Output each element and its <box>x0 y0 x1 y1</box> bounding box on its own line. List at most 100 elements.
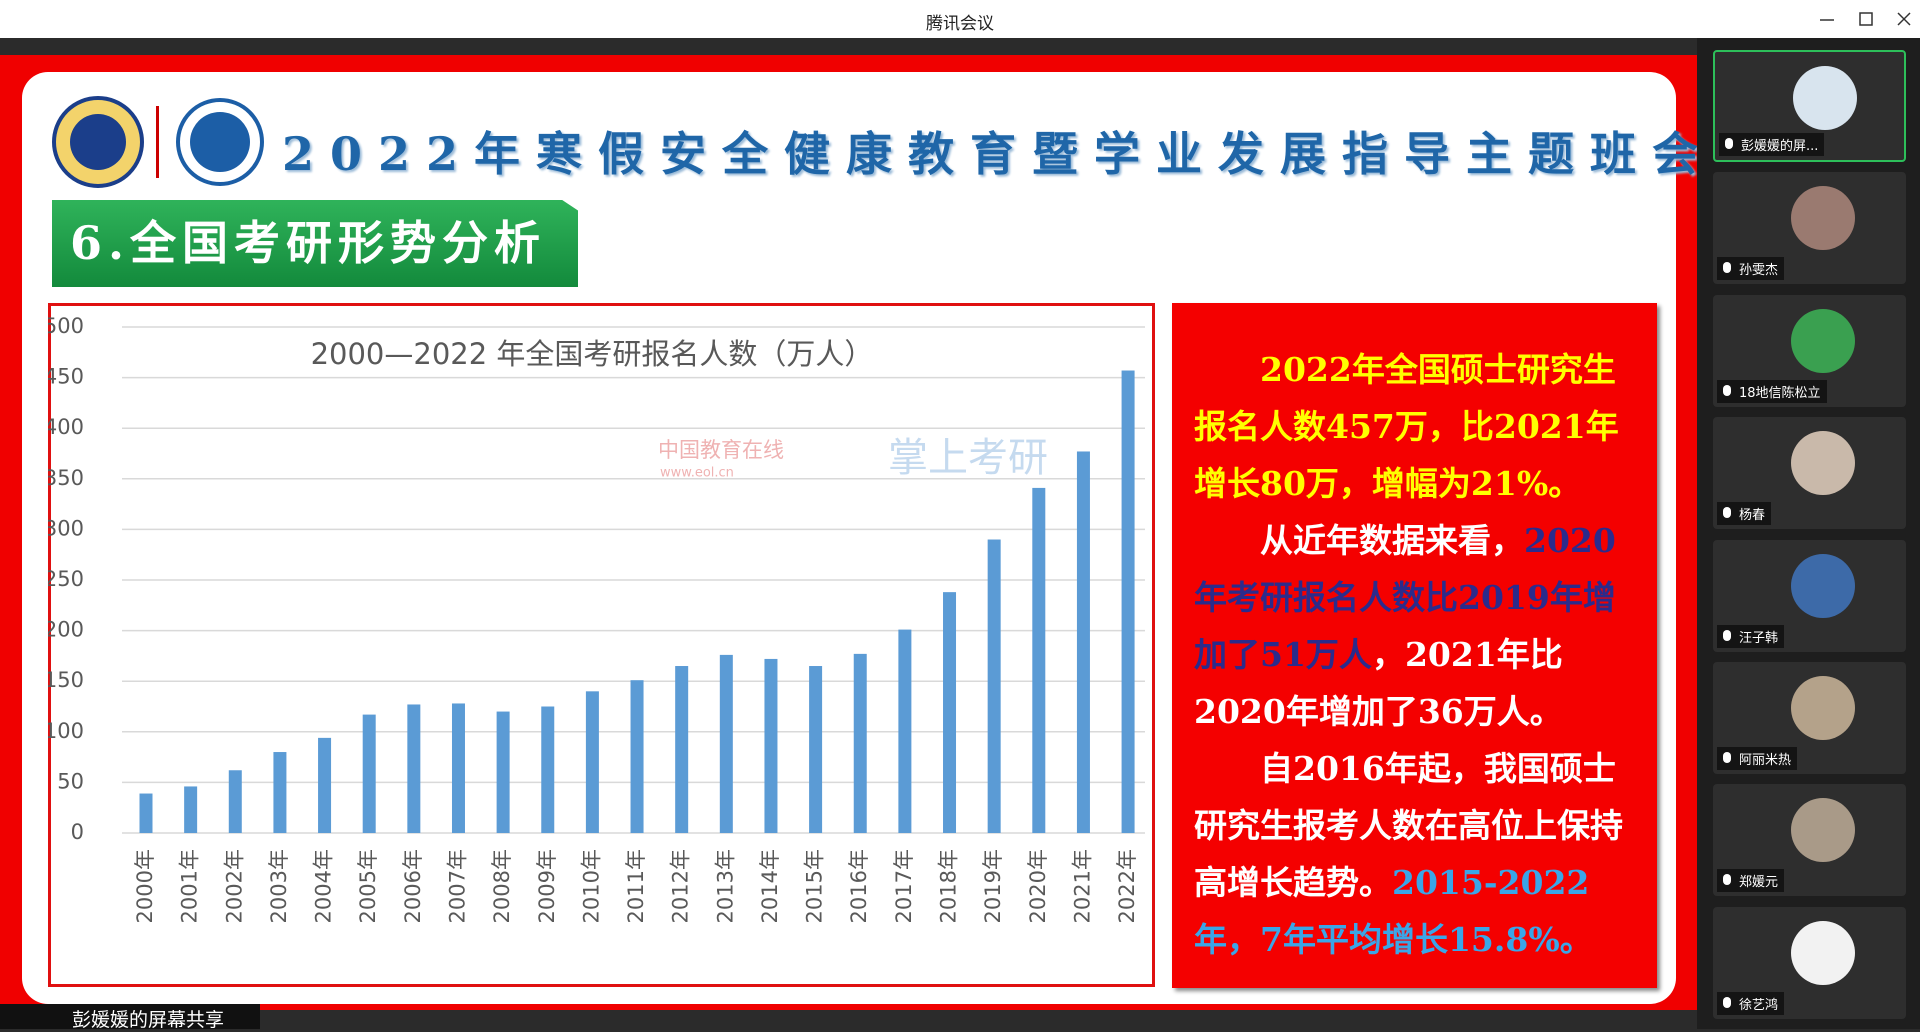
bar <box>898 629 912 833</box>
bar <box>853 653 867 833</box>
name-text: 杨春 <box>1739 508 1766 524</box>
name-text: 孙雯杰 <box>1739 263 1779 279</box>
bar <box>228 770 242 833</box>
watermark: 中国教育在线 <box>658 438 784 462</box>
avatar <box>1793 66 1857 130</box>
window-controls[interactable] <box>1810 10 1920 30</box>
x-tick-label: 2001年 <box>178 849 202 923</box>
x-tick-label: 2014年 <box>758 849 782 923</box>
x-tick-label: 2002年 <box>222 849 246 923</box>
x-tick-label: 2019年 <box>981 849 1005 923</box>
text-run: ，2021年比2020年增加了36万人。 <box>1194 635 1563 731</box>
y-tick-label: 300 <box>48 516 84 540</box>
x-tick-label: 2003年 <box>267 849 291 923</box>
y-tick-label: 500 <box>48 314 84 338</box>
y-tick-label: 400 <box>48 415 84 439</box>
mic-icon <box>1723 752 1731 763</box>
text-run: 自2016年起，我国硕士研究生报考人数在高位上保持高增长趋势。 <box>1194 749 1623 902</box>
share-label: 彭媛媛的屏幕共享 <box>72 1009 225 1031</box>
x-tick-label: 2011年 <box>624 849 648 923</box>
mic-icon <box>1723 874 1731 886</box>
participant-name: 彭媛媛的屏... <box>1719 133 1825 156</box>
y-tick-label: 50 <box>57 769 84 793</box>
x-tick-label: 2016年 <box>847 849 871 923</box>
avatar <box>1791 186 1855 251</box>
mic-icon <box>1723 507 1731 519</box>
bar <box>943 592 957 833</box>
bar <box>496 711 510 833</box>
window-title: 腾讯会议 <box>926 14 994 34</box>
x-tick-label: 2022年 <box>1115 849 1139 923</box>
x-tick-label: 2012年 <box>669 849 693 923</box>
chart-title: 2000—2022 年全国考研报名人数（万人） <box>311 337 874 371</box>
avatar <box>1791 431 1855 496</box>
participant-tile[interactable]: 阿丽米热 <box>1713 662 1906 774</box>
name-text: 徐艺鸿 <box>1739 997 1779 1013</box>
x-tick-label: 2000年 <box>133 849 157 923</box>
title-bar: 腾讯会议 <box>0 0 1920 38</box>
name-text: 阿丽米热 <box>1739 753 1792 768</box>
bar <box>1121 370 1135 833</box>
participant-name: 汪子韩 <box>1717 624 1785 648</box>
participant-tile[interactable]: 徐艺鸿 <box>1713 906 1906 1019</box>
mic-icon <box>1723 629 1731 641</box>
bar <box>987 539 1001 833</box>
x-tick-label: 2018年 <box>937 849 961 923</box>
x-tick-label: 2004年 <box>312 849 336 923</box>
avatar <box>1791 308 1855 373</box>
x-tick-label: 2010年 <box>579 849 603 923</box>
participant-tile[interactable]: 杨春 <box>1713 417 1906 530</box>
text-run: 从近年数据来看， <box>1260 521 1524 560</box>
participant-tile[interactable]: 郑媛元 <box>1713 784 1906 897</box>
y-tick-label: 150 <box>48 668 84 692</box>
logo-2 <box>176 98 264 186</box>
participant-tile[interactable]: 汪子韩 <box>1713 539 1906 652</box>
x-tick-label: 2006年 <box>401 849 425 923</box>
bar <box>719 654 733 833</box>
chart-frame <box>48 303 1155 987</box>
avatar <box>1791 920 1855 985</box>
mic-icon <box>1723 262 1731 274</box>
participant-tile[interactable]: 彭媛媛的屏... <box>1713 50 1906 162</box>
text-panel: 2022年全国硕士研究生报名人数457万，比2021年增长80万，增幅为21%。… <box>1172 303 1657 988</box>
chart: 2000—2022 年全国考研报名人数（万人） 中国教育在线 www.eol.c… <box>48 314 1145 923</box>
x-tick-label: 2008年 <box>490 849 514 923</box>
paragraphs: 2022年全国硕士研究生报名人数457万，比2021年增长80万，增幅为21%。… <box>1194 341 1646 968</box>
participant-tile[interactable]: 孙雯杰 <box>1713 172 1906 285</box>
y-tick-label: 100 <box>48 719 84 743</box>
bar <box>139 793 153 833</box>
participant-tile[interactable]: 18地信陈松立 <box>1713 294 1906 407</box>
mic-icon <box>1725 138 1733 149</box>
text-run: 2022年全国硕士研究生报名人数457万，比2021年增长80万，增幅为21%。 <box>1194 350 1619 503</box>
bar <box>451 703 465 833</box>
bar <box>407 704 421 833</box>
name-text: 18地信陈松立 <box>1739 385 1821 401</box>
share-bar <box>0 1004 260 1029</box>
participant-name: 孙雯杰 <box>1717 257 1785 281</box>
watermark: www.eol.cn <box>660 466 734 481</box>
paragraph: 2022年全国硕士研究生报名人数457万，比2021年增长80万，增幅为21%。 <box>1194 341 1646 512</box>
x-tick-label: 2015年 <box>803 849 827 923</box>
participant-name: 郑媛元 <box>1717 869 1785 893</box>
y-tick-label: 450 <box>48 365 84 389</box>
x-tick-label: 2007年 <box>445 849 469 923</box>
name-text: 郑媛元 <box>1739 875 1779 891</box>
bar <box>585 691 599 833</box>
bar <box>273 752 287 833</box>
participant-name: 18地信陈松立 <box>1717 379 1827 403</box>
name-text: 彭媛媛的屏... <box>1741 139 1819 154</box>
x-tick-label: 2009年 <box>535 849 559 923</box>
y-tick-label: 0 <box>71 820 84 844</box>
bar <box>630 680 644 833</box>
y-tick-label: 200 <box>48 618 84 642</box>
x-tick-label: 2005年 <box>356 849 380 923</box>
bar <box>1076 451 1090 833</box>
paragraph: 从近年数据来看，2020年考研报名人数比2019年增加了51万人，2021年比2… <box>1194 512 1646 740</box>
participant-name: 杨春 <box>1717 502 1772 526</box>
paragraph: 自2016年起，我国硕士研究生报考人数在高位上保持高增长趋势。2015-2022… <box>1194 740 1646 968</box>
bar <box>675 666 689 833</box>
avatar <box>1791 553 1855 618</box>
bar <box>764 658 778 833</box>
bar <box>1032 487 1046 833</box>
mic-icon <box>1723 996 1731 1008</box>
